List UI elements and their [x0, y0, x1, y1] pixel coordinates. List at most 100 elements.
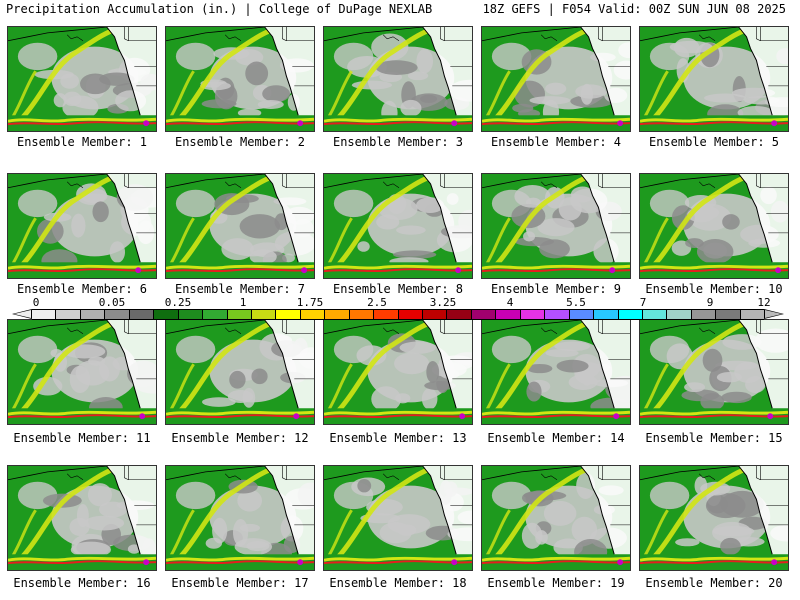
- ensemble-map-15: [639, 319, 789, 425]
- precip-map-svg: [166, 27, 314, 131]
- precip-map-svg: [482, 27, 630, 131]
- ensemble-map-6: [7, 173, 157, 279]
- colorbar-segment: [545, 310, 570, 319]
- colorbar-max-arrow: [764, 309, 784, 319]
- ensemble-member-caption: Ensemble Member: 2: [174, 135, 306, 149]
- colorbar-segment: [569, 310, 595, 319]
- colorbar-tick-label: 4: [506, 296, 514, 309]
- colorbar-segment: [154, 310, 179, 319]
- ensemble-member-caption: Ensemble Member: 12: [171, 431, 309, 445]
- colorbar-tick-label: 0: [32, 296, 40, 309]
- ensemble-map-7: [165, 173, 315, 279]
- colorbar-segment: [227, 310, 252, 319]
- colorbar-segment: [642, 310, 668, 319]
- colorbar-segment: [374, 310, 399, 319]
- colorbar-tick-label: 1.75: [296, 296, 324, 309]
- ensemble-member-caption: Ensemble Member: 8: [332, 282, 464, 296]
- colorbar-segment: [56, 310, 81, 319]
- colorbar-segment: [203, 310, 228, 319]
- map-title: Precipitation Accumulation (in.) | Colle…: [6, 2, 433, 16]
- ensemble-map-20: [639, 465, 789, 571]
- ensemble-map-2: [165, 26, 315, 132]
- ensemble-member-caption: Ensemble Member: 1: [16, 135, 148, 149]
- ensemble-member-caption: Ensemble Member: 15: [645, 431, 783, 445]
- precip-map-svg: [8, 466, 156, 570]
- ensemble-map-11: [7, 319, 157, 425]
- colorbar-tick-label: 9: [706, 296, 714, 309]
- colorbar-segment: [740, 310, 765, 319]
- ensemble-map-8: [323, 173, 473, 279]
- colorbar-segment: [32, 310, 57, 319]
- ensemble-map-9: [481, 173, 631, 279]
- ensemble-member-caption: Ensemble Member: 13: [329, 431, 467, 445]
- ensemble-map-5: [639, 26, 789, 132]
- ensemble-member-caption: Ensemble Member: 16: [13, 576, 151, 590]
- ensemble-map-19: [481, 465, 631, 571]
- ensemble-member-caption: Ensemble Member: 4: [490, 135, 622, 149]
- ensemble-member-caption: Ensemble Member: 6: [16, 282, 148, 296]
- precip-map-svg: [482, 320, 630, 424]
- colorbar-segment: [447, 310, 472, 319]
- precip-map-svg: [8, 27, 156, 131]
- colorbar-tick-label: 7: [639, 296, 647, 309]
- colorbar-tick-label: 1: [239, 296, 247, 309]
- colorbar-segment: [105, 310, 130, 319]
- ensemble-map-13: [323, 319, 473, 425]
- precip-map-svg: [324, 27, 472, 131]
- colorbar-segment: [716, 310, 741, 319]
- precip-map-svg: [482, 174, 630, 278]
- colorbar-segment: [398, 310, 423, 319]
- colorbar-segment: [496, 310, 521, 319]
- precip-map-svg: [8, 320, 156, 424]
- ensemble-member-caption: Ensemble Member: 5: [648, 135, 780, 149]
- precip-map-svg: [640, 174, 788, 278]
- ensemble-member-caption: Ensemble Member: 9: [490, 282, 622, 296]
- precip-map-svg: [640, 27, 788, 131]
- colorbar-segment: [618, 310, 643, 319]
- colorbar-segment: [129, 310, 155, 319]
- ensemble-map-10: [639, 173, 789, 279]
- colorbar-segment: [276, 310, 301, 319]
- precip-map-svg: [166, 466, 314, 570]
- colorbar-segment: [594, 310, 619, 319]
- ensemble-member-caption: Ensemble Member: 3: [332, 135, 464, 149]
- colorbar-segment: [251, 310, 277, 319]
- precip-map-svg: [166, 174, 314, 278]
- colorbar-tick-label: 5.5: [566, 296, 586, 309]
- ensemble-map-16: [7, 465, 157, 571]
- colorbar-segment: [349, 310, 375, 319]
- ensemble-member-caption: Ensemble Member: 17: [171, 576, 309, 590]
- ensemble-map-12: [165, 319, 315, 425]
- ensemble-member-caption: Ensemble Member: 18: [329, 576, 467, 590]
- precip-map-svg: [166, 320, 314, 424]
- precip-map-svg: [482, 466, 630, 570]
- precip-colorbar: 0 0.05 0.25 1 1.75 2.5 3.25 4 5.5 7 9 12: [10, 297, 790, 321]
- ensemble-map-14: [481, 319, 631, 425]
- ensemble-map-3: [323, 26, 473, 132]
- colorbar-tick-label: 0.25: [164, 296, 192, 309]
- colorbar-tick-label: 3.25: [429, 296, 457, 309]
- ensemble-map-4: [481, 26, 631, 132]
- colorbar-segment: [80, 310, 106, 319]
- ensemble-member-caption: Ensemble Member: 19: [487, 576, 625, 590]
- precip-map-svg: [640, 466, 788, 570]
- colorbar-segment: [423, 310, 448, 319]
- run-valid-time: 18Z GEFS | F054 Valid: 00Z SUN JUN 08 20…: [482, 2, 786, 16]
- colorbar-segment: [325, 310, 350, 319]
- colorbar-tick-label: 2.5: [367, 296, 387, 309]
- colorbar-segment: [178, 310, 204, 319]
- colorbar-segment: [691, 310, 717, 319]
- ensemble-map-18: [323, 465, 473, 571]
- ensemble-member-caption: Ensemble Member: 10: [645, 282, 783, 296]
- colorbar-bar: [32, 309, 765, 320]
- colorbar-segment: [520, 310, 546, 319]
- colorbar-segment: [300, 310, 326, 319]
- colorbar-segment: [471, 310, 497, 319]
- colorbar-tick-label: 12: [757, 296, 771, 309]
- ensemble-map-17: [165, 465, 315, 571]
- colorbar-tick-label: 0.05: [98, 296, 126, 309]
- precip-map-svg: [640, 320, 788, 424]
- ensemble-member-caption: Ensemble Member: 20: [645, 576, 783, 590]
- precip-map-svg: [324, 320, 472, 424]
- colorbar-segment: [667, 310, 692, 319]
